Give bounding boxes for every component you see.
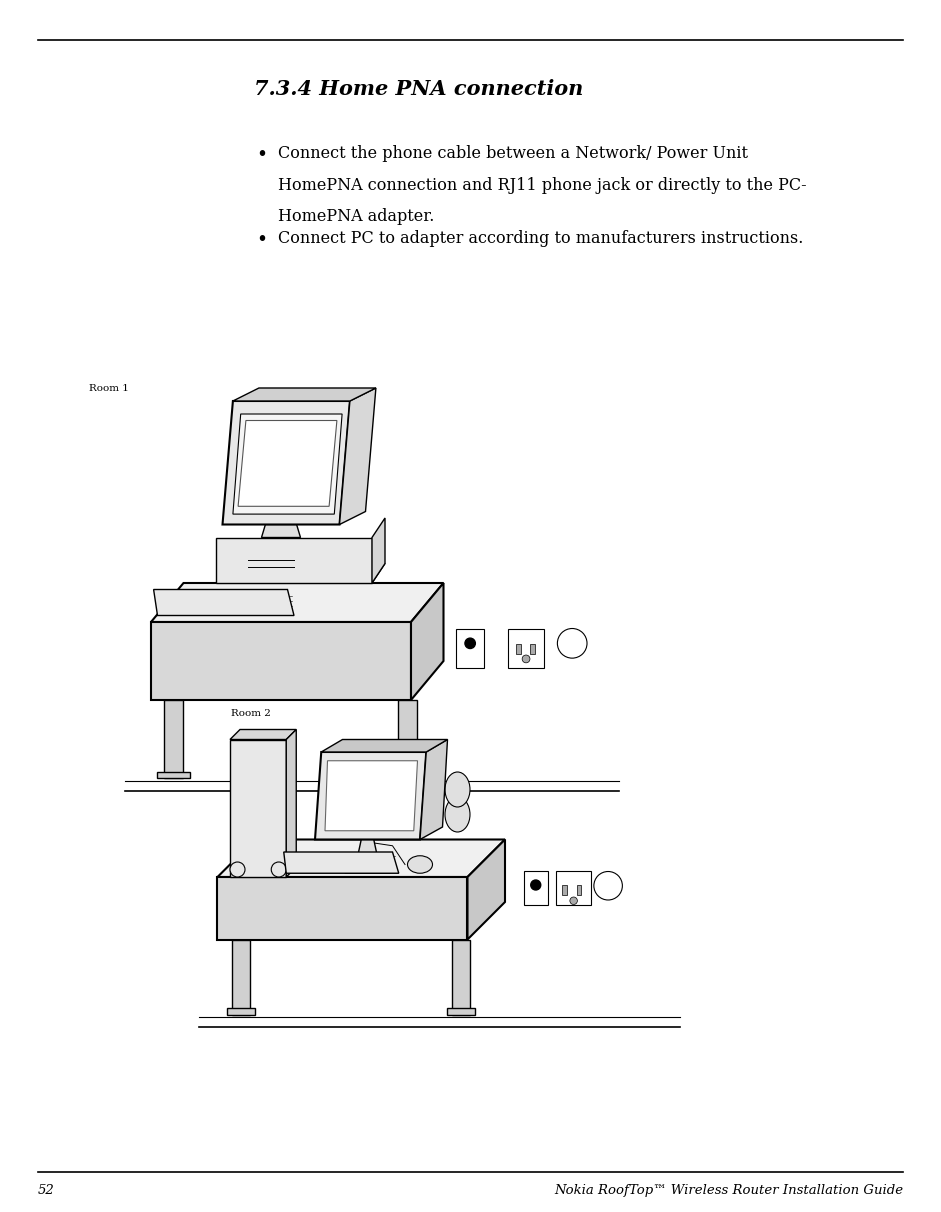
Polygon shape — [453, 939, 470, 1014]
Circle shape — [465, 639, 475, 648]
Polygon shape — [411, 583, 443, 701]
Circle shape — [235, 747, 245, 758]
Bar — [517, 644, 521, 653]
Text: Room 2: Room 2 — [231, 709, 270, 718]
Polygon shape — [468, 840, 505, 939]
Text: 52: 52 — [38, 1184, 55, 1197]
Bar — [524, 870, 548, 904]
Polygon shape — [151, 583, 443, 622]
Ellipse shape — [230, 862, 245, 877]
Polygon shape — [340, 388, 375, 525]
Polygon shape — [315, 751, 426, 840]
Bar — [530, 644, 534, 653]
Text: Connect the phone cable between a Network/ Power Unit: Connect the phone cable between a Networ… — [278, 145, 747, 162]
Polygon shape — [164, 701, 183, 778]
Text: 7.3.4 Home PNA connection: 7.3.4 Home PNA connection — [254, 79, 583, 99]
Text: Room 1: Room 1 — [89, 384, 129, 393]
Polygon shape — [321, 739, 448, 751]
Polygon shape — [448, 1008, 475, 1014]
Polygon shape — [372, 518, 385, 583]
Text: Connect PC to adapter according to manufacturers instructions.: Connect PC to adapter according to manuf… — [278, 230, 803, 247]
Polygon shape — [398, 701, 418, 778]
Polygon shape — [217, 877, 468, 939]
Polygon shape — [262, 525, 300, 537]
Ellipse shape — [326, 598, 354, 616]
Bar — [508, 629, 544, 668]
Circle shape — [570, 897, 578, 904]
Bar — [577, 885, 582, 896]
Polygon shape — [217, 840, 505, 877]
Polygon shape — [228, 1008, 255, 1014]
Polygon shape — [391, 772, 424, 778]
Text: •: • — [256, 145, 267, 165]
Polygon shape — [238, 421, 337, 507]
Text: •: • — [256, 230, 267, 250]
Polygon shape — [216, 564, 385, 583]
Text: HomePNA adapter.: HomePNA adapter. — [278, 208, 434, 225]
Polygon shape — [151, 622, 411, 701]
Polygon shape — [233, 415, 343, 514]
Polygon shape — [345, 857, 390, 874]
Polygon shape — [286, 730, 296, 877]
Ellipse shape — [261, 551, 271, 558]
Polygon shape — [230, 739, 286, 877]
Bar — [555, 870, 591, 904]
Ellipse shape — [445, 797, 470, 831]
Text: HomePNA connection and RJ11 phone jack or directly to the PC-: HomePNA connection and RJ11 phone jack o… — [278, 177, 806, 194]
Polygon shape — [284, 852, 399, 874]
Polygon shape — [420, 739, 448, 840]
Polygon shape — [230, 730, 296, 739]
Ellipse shape — [407, 856, 433, 874]
Polygon shape — [157, 772, 190, 778]
Bar — [456, 629, 484, 668]
Text: Nokia RoofTop™ Wireless Router Installation Guide: Nokia RoofTop™ Wireless Router Installat… — [554, 1184, 903, 1197]
Polygon shape — [233, 388, 375, 401]
Polygon shape — [222, 401, 350, 525]
Polygon shape — [325, 761, 418, 830]
Ellipse shape — [445, 772, 470, 807]
Bar — [563, 885, 566, 896]
Polygon shape — [216, 537, 372, 583]
Polygon shape — [232, 939, 250, 1014]
Ellipse shape — [271, 862, 286, 877]
Circle shape — [531, 880, 541, 890]
Polygon shape — [358, 840, 377, 857]
Circle shape — [522, 654, 530, 663]
Polygon shape — [153, 589, 294, 616]
